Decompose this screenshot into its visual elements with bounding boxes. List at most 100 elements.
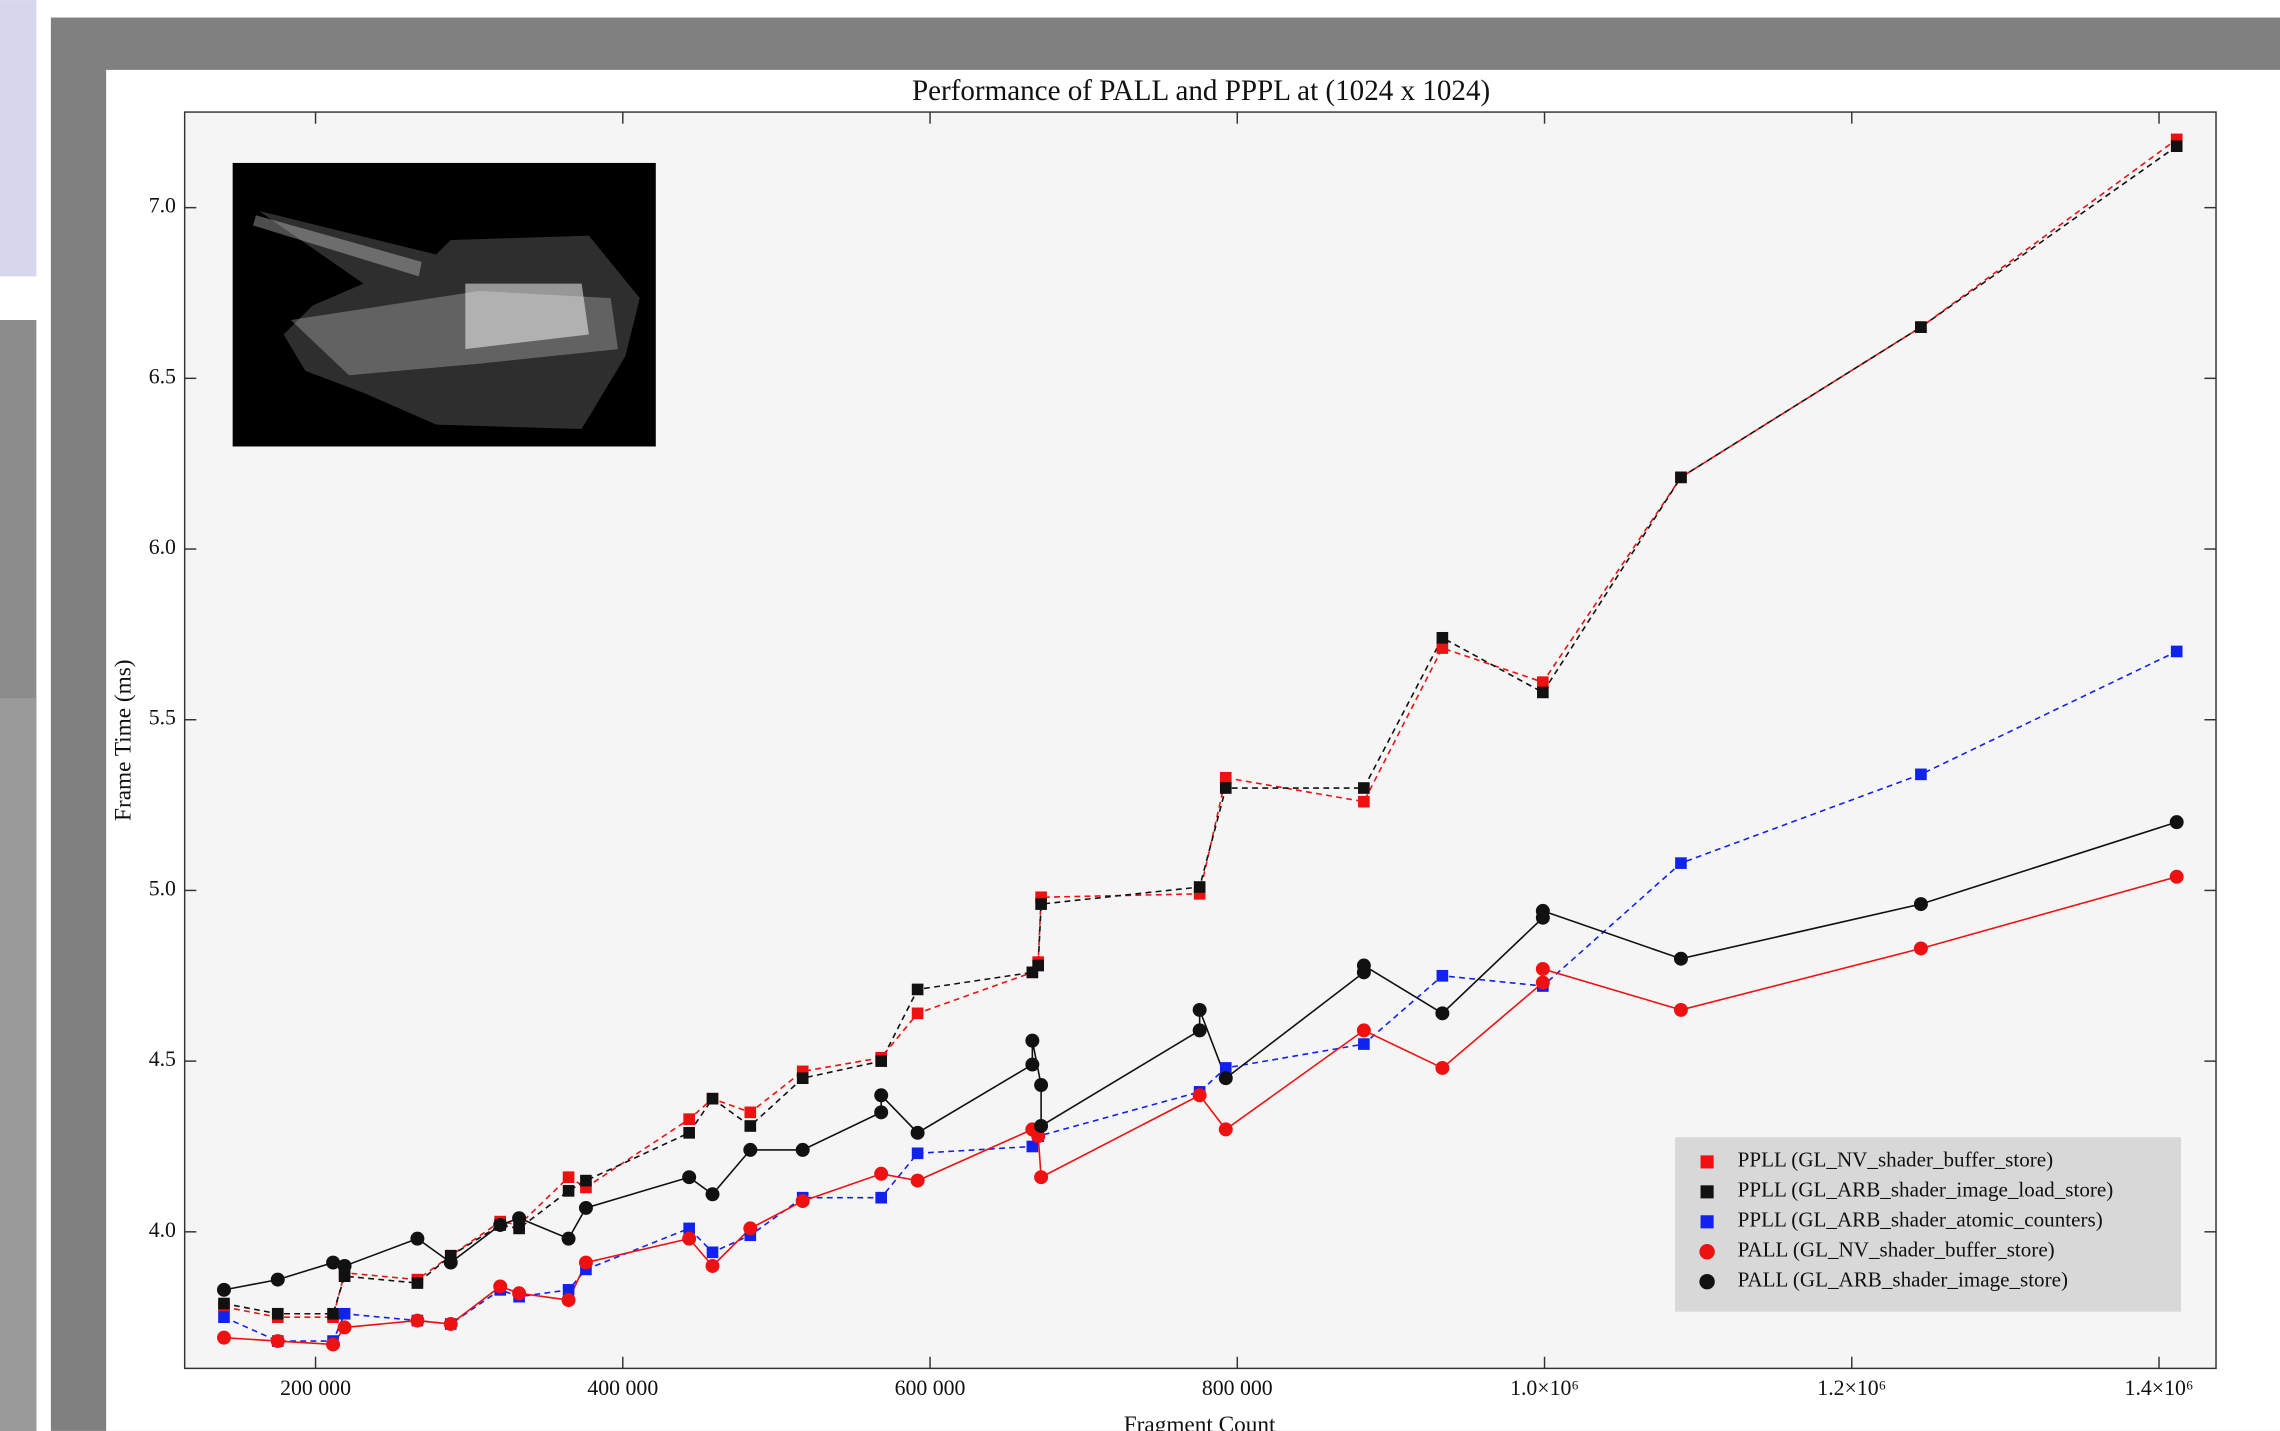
data-point	[1914, 897, 1928, 911]
data-point	[911, 1126, 925, 1140]
data-point	[1675, 472, 1687, 484]
data-point	[911, 1174, 925, 1188]
data-point	[326, 1338, 340, 1352]
data-point	[1435, 1006, 1449, 1020]
x-tick-label: 1.4×10⁶	[2125, 1376, 2194, 1400]
data-point	[683, 1127, 695, 1139]
data-point	[410, 1232, 424, 1246]
y-tick-label: 7.0	[149, 194, 176, 218]
data-point	[271, 1334, 285, 1348]
data-point	[512, 1286, 526, 1300]
data-point	[682, 1170, 696, 1184]
data-point	[218, 1311, 230, 1323]
data-point	[412, 1277, 424, 1289]
data-point	[271, 1273, 285, 1287]
data-point	[1675, 857, 1687, 869]
data-point	[1674, 1003, 1688, 1017]
data-point	[512, 1211, 526, 1225]
data-point	[1034, 1170, 1048, 1184]
data-point	[1674, 952, 1688, 966]
data-point	[743, 1143, 757, 1157]
data-point	[1032, 960, 1044, 972]
legend-swatch	[1699, 1274, 1714, 1289]
data-point	[1536, 976, 1550, 990]
data-point	[1358, 796, 1370, 808]
data-point	[2171, 140, 2183, 152]
data-point	[493, 1279, 507, 1293]
screenshot: Performance of PALL and PPPL at (1024 x …	[0, 0, 2280, 1431]
data-point	[874, 1105, 888, 1119]
data-point	[272, 1308, 284, 1320]
x-tick-label: 1.0×10⁶	[1510, 1376, 1579, 1400]
y-tick-label: 4.0	[149, 1218, 176, 1242]
data-point	[874, 1088, 888, 1102]
x-axis-label: Fragment Count	[1124, 1412, 1276, 1431]
data-point	[327, 1308, 339, 1320]
data-point	[1034, 1119, 1048, 1133]
data-point	[2171, 646, 2183, 658]
data-point	[562, 1293, 576, 1307]
data-point	[744, 1107, 756, 1119]
data-point	[912, 984, 924, 996]
data-point	[1358, 1038, 1370, 1050]
data-point	[1357, 1023, 1371, 1037]
data-point	[1034, 1078, 1048, 1092]
legend-label: PPLL (GL_ARB_shader_atomic_counters)	[1738, 1208, 2103, 1232]
x-tick-label: 400 000	[587, 1376, 658, 1400]
data-point	[707, 1246, 719, 1258]
data-point	[217, 1283, 231, 1297]
data-point	[1437, 632, 1449, 644]
data-point	[580, 1175, 592, 1187]
data-point	[683, 1113, 695, 1125]
data-point	[875, 1055, 887, 1067]
data-point	[912, 1008, 924, 1020]
data-point	[1357, 959, 1371, 973]
legend-label: PPLL (GL_NV_shader_buffer_store)	[1738, 1148, 2054, 1172]
data-point	[1435, 1061, 1449, 1075]
data-point	[706, 1187, 720, 1201]
y-tick-label: 5.5	[149, 706, 176, 730]
legend-swatch	[1699, 1244, 1714, 1259]
data-point	[1035, 898, 1047, 910]
data-point	[744, 1120, 756, 1132]
data-point	[562, 1232, 576, 1246]
x-tick-label: 600 000	[895, 1376, 966, 1400]
data-point	[874, 1167, 888, 1181]
side-panel	[0, 0, 36, 276]
legend-label: PALL (GL_NV_shader_buffer_store)	[1738, 1238, 2055, 1262]
y-tick-label: 5.0	[149, 876, 176, 900]
page: Performance of PALL and PPPL at (1024 x …	[0, 0, 2280, 1431]
legend-label: PPLL (GL_ARB_shader_image_load_store)	[1738, 1178, 2114, 1202]
data-point	[1358, 782, 1370, 794]
data-point	[875, 1192, 887, 1204]
data-point	[217, 1331, 231, 1345]
data-point	[1193, 1003, 1207, 1017]
y-tick-label: 6.5	[149, 364, 176, 388]
legend-swatch	[1701, 1215, 1714, 1228]
data-point	[706, 1259, 720, 1273]
data-point	[218, 1298, 230, 1310]
data-point	[796, 1194, 810, 1208]
data-point	[579, 1201, 593, 1215]
side-image-lower	[0, 698, 36, 1431]
y-axis-label: Frame Time (ms)	[110, 659, 136, 820]
data-point	[338, 1259, 352, 1273]
data-point	[1193, 1023, 1207, 1037]
data-point	[493, 1218, 507, 1232]
data-point	[1220, 782, 1232, 794]
data-point	[1219, 1071, 1233, 1085]
data-point	[682, 1232, 696, 1246]
data-point	[338, 1320, 352, 1334]
data-point	[1220, 772, 1232, 784]
data-point	[444, 1256, 458, 1270]
data-point	[1437, 642, 1449, 654]
y-tick-label: 4.5	[149, 1047, 176, 1071]
data-point	[1536, 962, 1550, 976]
data-point	[1025, 1034, 1039, 1048]
data-point	[1915, 321, 1927, 333]
data-point	[743, 1221, 757, 1235]
data-point	[1437, 970, 1449, 982]
data-point	[444, 1317, 458, 1331]
data-point	[1193, 1088, 1207, 1102]
data-point	[1194, 881, 1206, 893]
